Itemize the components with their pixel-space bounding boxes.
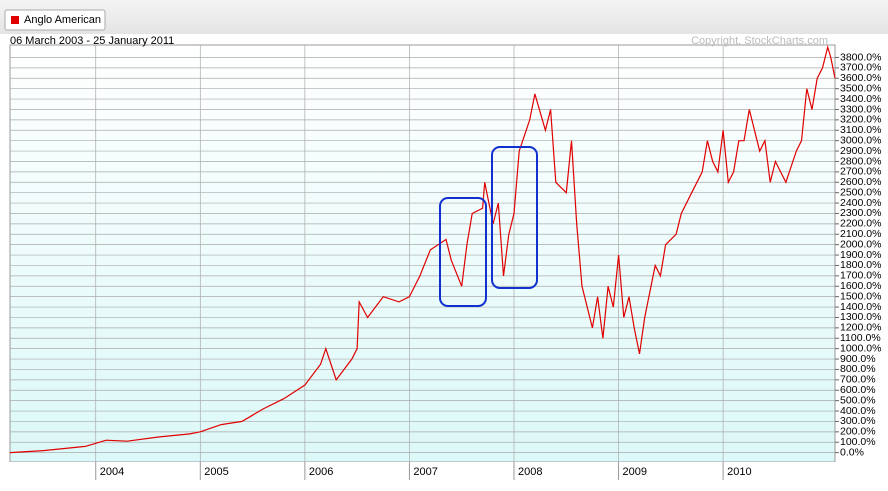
y-tick-label: 3800.0% [840,51,881,63]
x-tick-label: 2008 [518,466,542,478]
x-tick-label: 2004 [100,466,124,478]
y-tick-label: 500.0% [840,394,876,406]
y-tick-label: 800.0% [840,363,876,375]
y-tick-label: 700.0% [840,374,876,386]
legend-box [4,9,106,31]
y-tick-label: 600.0% [840,384,876,396]
y-tick-label: 2500.0% [840,186,881,198]
x-tick-label: 2010 [727,466,751,478]
y-tick-label: 3000.0% [840,134,881,146]
y-tick-label: 300.0% [840,415,876,427]
legend-swatch [11,16,19,24]
y-tick-label: 900.0% [840,353,876,365]
plot-area [9,44,836,463]
y-tick-label: 1300.0% [840,311,881,323]
y-tick-label: 1800.0% [840,259,881,271]
y-tick-label: 1200.0% [840,322,881,334]
x-tick-label: 2009 [623,466,647,478]
y-tick-label: 2400.0% [840,197,881,209]
y-tick-label: 1600.0% [840,280,881,292]
y-tick-label: 2200.0% [840,218,881,230]
y-tick-label: 1500.0% [840,290,881,302]
y-tick-label: 3700.0% [840,62,881,74]
annotation-box [439,197,487,307]
y-tick-label: 100.0% [840,436,876,448]
copyright: Copyright, StockCharts.com [691,35,828,47]
y-tick-label: 2300.0% [840,207,881,219]
y-tick-label: 3100.0% [840,124,881,136]
y-tick-label: 1100.0% [840,332,881,344]
y-tick-label: 1400.0% [840,301,881,313]
y-tick-label: 2700.0% [840,166,881,178]
y-tick-label: 3600.0% [840,72,881,84]
y-tick-label: 3500.0% [840,82,881,94]
y-tick-label: 3200.0% [840,114,881,126]
y-tick-label: 200.0% [840,426,876,438]
y-tick-label: 0.0% [840,446,864,458]
y-tick-label: 400.0% [840,405,876,417]
y-tick-label: 3300.0% [840,103,881,115]
x-tick-label: 2006 [309,466,333,478]
x-tick-label: 2007 [413,466,437,478]
y-tick-label: 2800.0% [840,155,881,167]
legend-label: Anglo American [24,14,101,26]
y-tick-label: 3400.0% [840,93,881,105]
subtitle: 06 March 2003 - 25 January 2011 [10,35,174,47]
y-tick-label: 1700.0% [840,270,881,282]
y-tick-label: 1900.0% [840,249,881,261]
y-tick-label: 1000.0% [840,342,881,354]
annotation-box [491,146,538,289]
header-bar [0,0,888,34]
y-tick-label: 2900.0% [840,145,881,157]
price-line [9,44,836,454]
x-axis-bar [0,462,888,486]
y-tick-label: 2600.0% [840,176,881,188]
x-tick-label: 2005 [204,466,228,478]
y-tick-label: 2000.0% [840,238,881,250]
y-tick-label: 2100.0% [840,228,881,240]
